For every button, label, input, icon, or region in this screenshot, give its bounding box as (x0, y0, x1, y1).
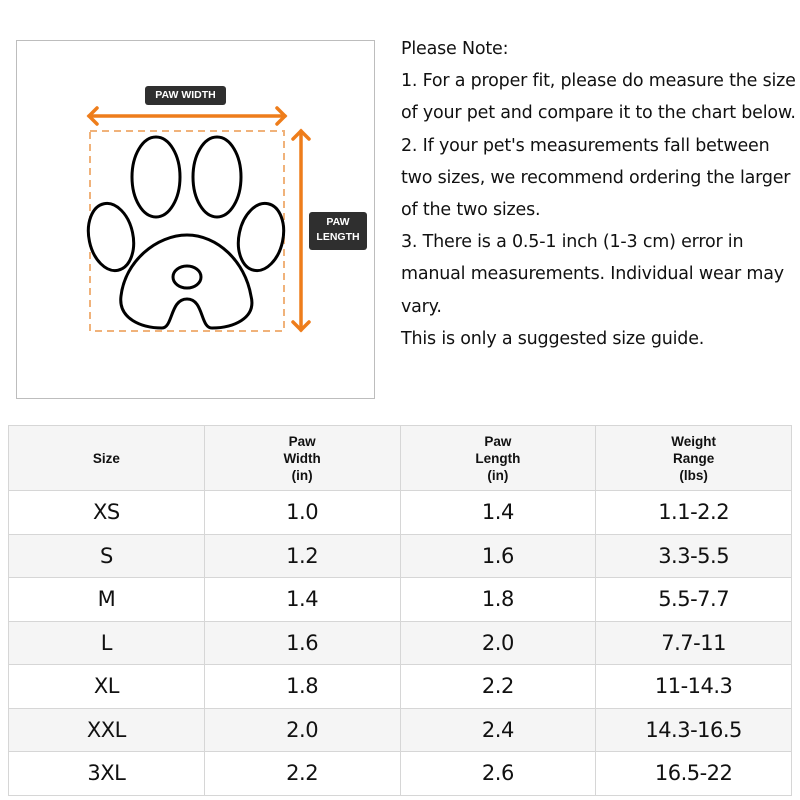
table-row: S 1.2 1.6 3.3-5.5 (8, 533, 792, 578)
header-text: Paw (484, 433, 512, 449)
paw-measurement-figure: PAW WIDTH PAW LENGTH (16, 40, 375, 399)
header-paw-width: Paw Width (in) (203, 425, 401, 491)
cell-weight-range: 14.3-16.5 (595, 707, 792, 752)
header-text: Range (672, 450, 715, 466)
cell-paw-length: 1.6 (399, 533, 597, 578)
table-row: 3XL 2.2 2.6 16.5-22 (8, 751, 792, 796)
vertical-arrow-icon (291, 128, 311, 333)
cell-paw-length: 1.8 (399, 577, 597, 622)
header-text: (in) (291, 467, 313, 483)
cell-size: XL (8, 664, 205, 709)
note-item-2: 2. If your pet's measurements fall betwe… (401, 135, 791, 221)
note-title: Please Note: (401, 39, 509, 59)
cell-weight-range: 1.1-2.2 (595, 490, 792, 535)
cell-size: M (8, 577, 205, 622)
cell-paw-length: 2.4 (399, 707, 597, 752)
header-text: (lbs) (679, 467, 708, 483)
paw-length-label-line2: LENGTH (316, 231, 360, 243)
header-weight-range: Weight Range (lbs) (595, 425, 792, 491)
horizontal-arrow-icon (86, 106, 288, 126)
cell-paw-width: 1.8 (203, 664, 401, 709)
cell-paw-width: 2.2 (203, 751, 401, 796)
cell-weight-range: 16.5-22 (595, 751, 792, 796)
note-item-1: 1. For a proper fit, please do measure t… (401, 71, 796, 124)
cell-paw-width: 2.0 (203, 707, 401, 752)
paw-length-label: PAW LENGTH (309, 212, 367, 250)
cell-size: XXL (8, 707, 205, 752)
cell-weight-range: 3.3-5.5 (595, 533, 792, 578)
cell-paw-length: 2.0 (399, 620, 597, 665)
table-row: XXL 2.0 2.4 14.3-16.5 (8, 707, 792, 752)
cell-paw-width: 1.2 (203, 533, 401, 578)
table-row: M 1.4 1.8 5.5-7.7 (8, 577, 792, 622)
header-text: Weight (671, 433, 716, 449)
cell-size: L (8, 620, 205, 665)
table-header-row: Size Paw Width (in) Paw Length (in) Weig… (8, 425, 792, 491)
header-paw-length: Paw Length (in) (399, 425, 597, 491)
cell-paw-length: 1.4 (399, 490, 597, 535)
paw-length-label-line1: PAW (326, 216, 350, 228)
cell-size: XS (8, 490, 205, 535)
cell-weight-range: 5.5-7.7 (595, 577, 792, 622)
header-text: Size (92, 450, 120, 466)
header-text: (in) (487, 467, 509, 483)
table-row: XS 1.0 1.4 1.1-2.2 (8, 490, 792, 535)
header-text: Paw (288, 433, 316, 449)
cell-paw-width: 1.0 (203, 490, 401, 535)
paw-width-label: PAW WIDTH (145, 86, 226, 105)
table-row: XL 1.8 2.2 11-14.3 (8, 664, 792, 709)
cell-weight-range: 11-14.3 (595, 664, 792, 709)
note-item-3: 3. There is a 0.5-1 inch (1-3 cm) error … (401, 232, 784, 317)
size-chart-table: Size Paw Width (in) Paw Length (in) Weig… (8, 425, 792, 796)
paw-outline-icon (86, 135, 286, 330)
cell-paw-length: 2.6 (399, 751, 597, 796)
cell-paw-width: 1.6 (203, 620, 401, 665)
header-text: Width (283, 450, 321, 466)
table-row: L 1.6 2.0 7.7-11 (8, 620, 792, 665)
cell-size: S (8, 533, 205, 578)
cell-paw-length: 2.2 (399, 664, 597, 709)
table-body: XS 1.0 1.4 1.1-2.2 S 1.2 1.6 3.3-5.5 M 1.4 1.8 5.5-… (8, 490, 792, 796)
note-disclaimer: This is only a suggested size guide. (401, 328, 705, 349)
cell-weight-range: 7.7-11 (595, 620, 792, 665)
cell-size: 3XL (8, 751, 205, 796)
header-size: Size (8, 425, 205, 491)
header-text: Length (475, 450, 521, 466)
cell-paw-width: 1.4 (203, 577, 401, 622)
paw-diagram (86, 106, 311, 333)
size-note: Please Note: 1. For a proper fit, please… (401, 33, 796, 355)
